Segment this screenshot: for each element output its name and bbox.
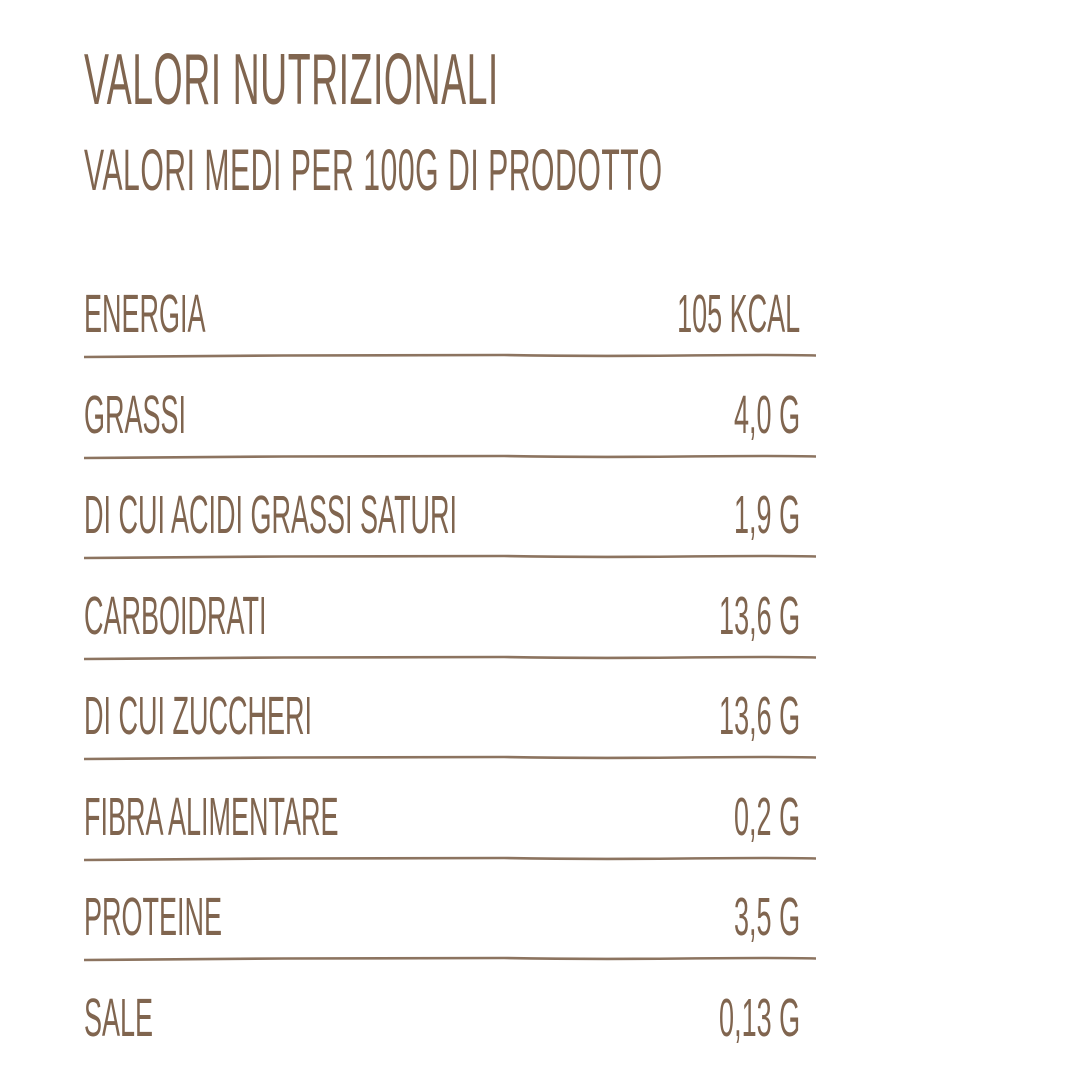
table-row: Sale 0,13 g bbox=[84, 987, 800, 1048]
nutrient-label: Energia bbox=[84, 284, 206, 344]
row-divider bbox=[84, 454, 816, 459]
page-title: Valori nutrizionali bbox=[84, 40, 499, 120]
row-divider bbox=[84, 353, 816, 359]
nutrient-value: 4,0 g bbox=[733, 384, 800, 445]
nutrient-label: Sale bbox=[84, 987, 154, 1048]
nutrient-value: 13,6 g bbox=[718, 585, 800, 646]
row-divider bbox=[84, 755, 816, 761]
table-row: Energia 105 kcal bbox=[84, 283, 800, 344]
nutrient-label: Fibra alimentare bbox=[84, 786, 339, 847]
nutrient-value: 0,13 g bbox=[718, 987, 800, 1048]
page-subtitle: Valori medi per 100g di prodotto bbox=[84, 138, 663, 203]
row-divider bbox=[84, 655, 816, 660]
table-row: Carboidrati 13,6 g bbox=[84, 585, 800, 646]
nutrient-label: Proteine bbox=[84, 887, 223, 947]
nutrient-value: 105 kcal bbox=[676, 284, 800, 344]
nutrient-label: Grassi bbox=[84, 384, 187, 445]
table-row: Proteine 3,5 g bbox=[84, 886, 800, 947]
row-divider bbox=[84, 956, 816, 962]
nutrient-value: 1,9 g bbox=[733, 485, 800, 545]
table-row: Fibra alimentare 0,2 g bbox=[84, 786, 800, 847]
table-row: di cui acidi grassi saturi 1,9 g bbox=[84, 484, 800, 545]
row-divider bbox=[84, 856, 816, 861]
row-divider bbox=[84, 554, 816, 560]
nutrient-label: di cui zuccheri bbox=[84, 686, 312, 746]
nutrient-label: di cui acidi grassi saturi bbox=[84, 485, 458, 545]
table-row: Grassi 4,0 g bbox=[84, 384, 800, 445]
nutrient-value: 13,6 g bbox=[718, 686, 800, 746]
table-row: di cui zuccheri 13,6 g bbox=[84, 685, 800, 746]
nutrient-label: Carboidrati bbox=[84, 585, 267, 646]
nutrient-value: 3,5 g bbox=[733, 887, 800, 947]
nutrient-value: 0,2 g bbox=[733, 786, 800, 847]
